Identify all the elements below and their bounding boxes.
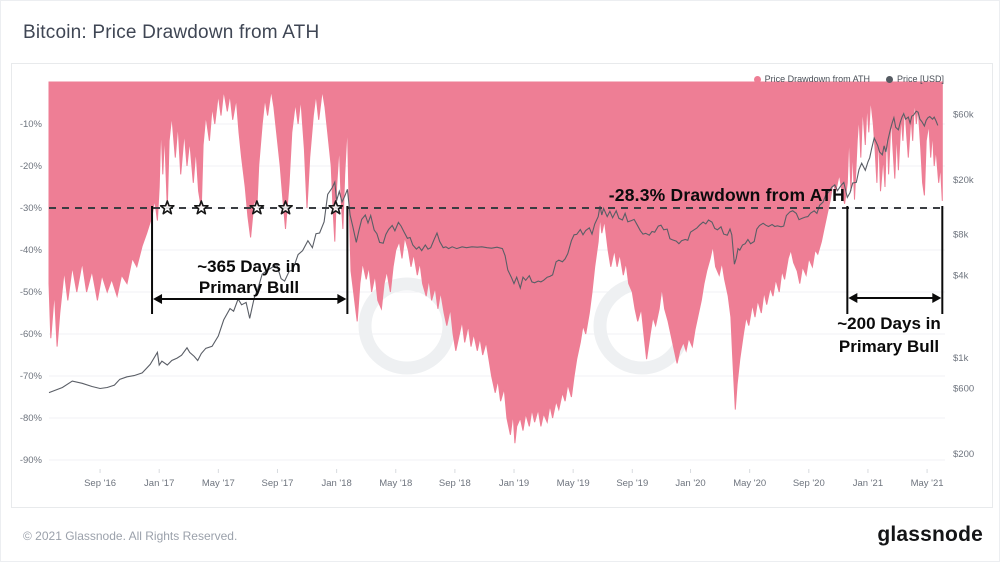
copyright-text: © 2021 Glassnode. All Rights Reserved. bbox=[23, 529, 238, 543]
svg-text:Sep '16: Sep '16 bbox=[84, 478, 116, 489]
svg-text:-50%: -50% bbox=[20, 287, 43, 298]
svg-text:-80%: -80% bbox=[20, 413, 43, 424]
svg-text:May '21: May '21 bbox=[911, 478, 944, 489]
legend-item-drawdown[interactable]: Price Drawdown from ATH bbox=[753, 74, 870, 84]
price-legend-dot-icon bbox=[885, 75, 893, 83]
svg-text:-20%: -20% bbox=[20, 161, 43, 172]
svg-text:May '20: May '20 bbox=[733, 478, 766, 489]
svg-text:$60k: $60k bbox=[953, 110, 974, 121]
drawdown-price-chart: -10% -20% -30% -40% -50% -60% -70% -80% -90% $60k… bbox=[20, 81, 974, 489]
svg-text:$600: $600 bbox=[953, 383, 974, 394]
bull-200-line1: ~200 Days in bbox=[837, 314, 941, 333]
legend-label: Price Drawdown from ATH bbox=[764, 74, 870, 84]
bull-200-line2: Primary Bull bbox=[838, 337, 940, 356]
svg-text:$4k: $4k bbox=[953, 271, 969, 282]
svg-text:Jan '19: Jan '19 bbox=[499, 478, 529, 489]
svg-text:May '17: May '17 bbox=[202, 478, 235, 489]
page-title: Bitcoin: Price Drawdown from ATH bbox=[23, 22, 320, 43]
svg-text:-70%: -70% bbox=[20, 371, 43, 382]
bull-365-annotation: ~365 Days in Primary Bull bbox=[149, 256, 349, 298]
svg-text:Jan '20: Jan '20 bbox=[675, 478, 705, 489]
chart-legend: Price Drawdown from ATH Price [USD] bbox=[753, 74, 944, 84]
legend-item-price[interactable]: Price [USD] bbox=[885, 74, 944, 84]
svg-text:-10%: -10% bbox=[20, 119, 43, 130]
svg-text:May '18: May '18 bbox=[379, 478, 412, 489]
svg-text:Sep '20: Sep '20 bbox=[793, 478, 825, 489]
svg-text:Sep '17: Sep '17 bbox=[262, 478, 294, 489]
svg-text:-60%: -60% bbox=[20, 329, 43, 340]
drawdown-annotation-label: -28.3% Drawdown from ATH bbox=[608, 185, 845, 205]
svg-text:$20k: $20k bbox=[953, 175, 974, 186]
svg-text:$1k: $1k bbox=[953, 353, 969, 364]
svg-text:-40%: -40% bbox=[20, 245, 43, 256]
svg-text:May '19: May '19 bbox=[557, 478, 590, 489]
glassnode-logo: glassnode bbox=[877, 523, 983, 546]
legend-label: Price [USD] bbox=[896, 74, 944, 84]
svg-text:Jan '17: Jan '17 bbox=[144, 478, 174, 489]
svg-text:Jan '21: Jan '21 bbox=[853, 478, 883, 489]
svg-text:-30%: -30% bbox=[20, 203, 43, 214]
drawdown-legend-dot-icon bbox=[753, 75, 761, 83]
chart-panel: -10% -20% -30% -40% -50% -60% -70% -80% -90% $60k… bbox=[11, 63, 993, 508]
svg-text:Sep '19: Sep '19 bbox=[616, 478, 648, 489]
svg-text:Sep '18: Sep '18 bbox=[439, 478, 471, 489]
svg-text:-90%: -90% bbox=[20, 455, 43, 466]
svg-text:$200: $200 bbox=[953, 449, 974, 460]
bull-365-line2: Primary Bull bbox=[198, 278, 300, 297]
bull-365-line1: ~365 Days in bbox=[197, 257, 301, 276]
svg-text:Jan '18: Jan '18 bbox=[321, 478, 351, 489]
bull-200-annotation: ~200 Days in Primary Bull bbox=[799, 312, 979, 358]
svg-text:$8k: $8k bbox=[953, 229, 969, 240]
